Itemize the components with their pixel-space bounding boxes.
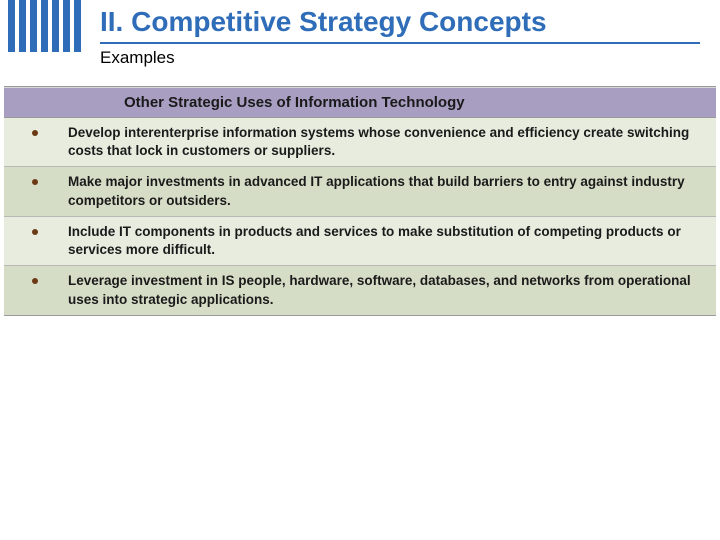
table-row: Leverage investment in IS people, hardwa… <box>4 266 716 314</box>
decorative-bar <box>19 0 26 52</box>
row-text: Include IT components in products and se… <box>68 223 696 259</box>
bullet-icon <box>32 229 38 235</box>
bullet-icon <box>32 278 38 284</box>
table-row: Make major investments in advanced IT ap… <box>4 167 716 216</box>
row-text: Make major investments in advanced IT ap… <box>68 173 696 209</box>
table-row: Develop interenterprise information syst… <box>4 118 716 167</box>
row-text: Leverage investment in IS people, hardwa… <box>68 272 696 308</box>
decorative-bars <box>8 0 81 52</box>
decorative-bar <box>30 0 37 52</box>
row-text: Develop interenterprise information syst… <box>68 124 696 160</box>
table-row: Include IT components in products and se… <box>4 217 716 266</box>
table-header: Other Strategic Uses of Information Tech… <box>4 87 716 118</box>
decorative-bar <box>41 0 48 52</box>
title-underline <box>100 42 700 44</box>
bullet-icon <box>32 179 38 185</box>
decorative-bar <box>52 0 59 52</box>
page-subtitle: Examples <box>100 48 175 68</box>
decorative-bar <box>63 0 70 52</box>
strategy-table: Other Strategic Uses of Information Tech… <box>4 86 716 316</box>
decorative-bar <box>74 0 81 52</box>
decorative-bar <box>8 0 15 52</box>
page-title: II. Competitive Strategy Concepts <box>100 6 547 38</box>
bullet-icon <box>32 130 38 136</box>
